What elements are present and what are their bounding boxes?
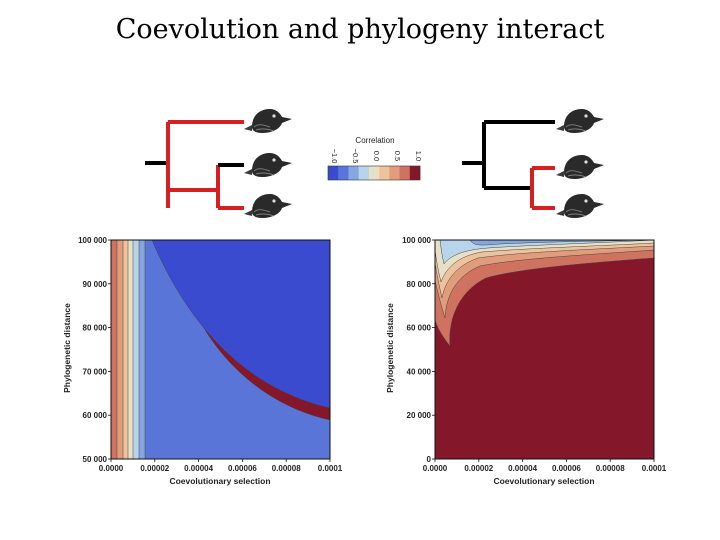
contour-band: [469, 240, 654, 246]
y-tick-label: 80 000: [83, 324, 108, 333]
contour-band: [439, 240, 654, 265]
colorbar-ticks: −1.0 −0.5 0.0 0.5 1.0: [330, 149, 423, 164]
x-tick-label: 0.00004: [184, 464, 213, 473]
colorbar-swatch: [368, 166, 380, 180]
colorbar-swatches: [327, 165, 421, 181]
colorbar-tick-label: 0.0: [372, 151, 381, 161]
y-tick-label: 60 000: [83, 411, 108, 420]
contour-band: [435, 240, 654, 347]
colorbar-tick-label: 0.5: [393, 151, 402, 161]
x-tick-label: 0.00002: [140, 464, 169, 473]
bird-icon: [243, 193, 293, 219]
x-tick-label: 0.0001: [318, 464, 343, 473]
colorbar-swatch: [389, 166, 400, 180]
heatmap-left-ylabel: Phylogenetic distance: [62, 303, 72, 393]
colorbar-swatch: [379, 166, 390, 180]
colorbar: Correlation −1.0 −0.5 0.0 0.5 1.0: [327, 136, 423, 181]
y-tick-label: 40 000: [407, 367, 432, 376]
colorbar-title: Correlation: [355, 136, 394, 145]
slide-title: Coevolution and phylogeny interact: [115, 14, 605, 45]
contour-band: [435, 240, 654, 299]
heatmap-right-xlabel: Coevolutionary selection: [493, 476, 594, 486]
y-tick-label: 90 000: [83, 280, 108, 289]
x-tick-label: 0.00006: [552, 464, 581, 473]
x-tick-label: 0.00006: [228, 464, 257, 473]
x-tick-label: 0.00004: [508, 464, 537, 473]
contour-band: [435, 240, 654, 319]
bird-icon: [243, 108, 293, 134]
y-tick-label: 20 000: [407, 411, 432, 420]
heatmap-left-xlabel: Coevolutionary selection: [169, 476, 270, 486]
y-tick-label: 70 000: [83, 367, 108, 376]
colorbar-swatch: [348, 166, 359, 180]
y-tick-label: 60 000: [407, 324, 432, 333]
plot-frame: [434, 239, 655, 460]
colorbar-swatch: [409, 166, 421, 180]
tree-right: [462, 108, 605, 219]
x-tick-label: 0.0000: [99, 464, 124, 473]
heatmap-right-ylabel: Phylogenetic distance: [385, 303, 395, 393]
x-tick-label: 0.0000: [423, 464, 448, 473]
x-tick-label: 0.00008: [272, 464, 301, 473]
x-tick-label: 0.0001: [642, 464, 667, 473]
y-tick-label: 80 000: [407, 280, 432, 289]
bird-icon: [555, 193, 605, 219]
bird-icon: [555, 154, 605, 180]
colorbar-swatch: [358, 166, 370, 180]
colorbar-swatch: [328, 166, 339, 180]
heatmap-left: 0.0000 0.00002 0.00004 0.00006 0.00008 0.0001…: [62, 236, 343, 486]
colorbar-frame: [327, 165, 421, 181]
colorbar-swatch: [399, 166, 411, 180]
heatmap-right: 0.0000 0.00002 0.00004 0.00006 0.00008 0.0001…: [385, 236, 667, 486]
colorbar-tick-label: −0.5: [351, 149, 360, 164]
bird-icon: [243, 152, 293, 178]
plot-frame: [110, 239, 331, 460]
heatmap-right-ticks: 0.0000 0.00002 0.00004 0.00006 0.00008 0.0001…: [402, 236, 667, 473]
x-tick-label: 0.00008: [596, 464, 625, 473]
x-tick-label: 0.00002: [464, 464, 493, 473]
y-tick-label: 100 000: [402, 236, 431, 245]
tree-left: [145, 108, 293, 219]
colorbar-tick-label: −1.0: [330, 149, 339, 164]
y-tick-label: 50 000: [83, 455, 108, 464]
heatmap-left-ticks: 0.0000 0.00002 0.00004 0.00006 0.00008 0.0001…: [78, 236, 343, 473]
contour-band: [151, 240, 330, 409]
y-tick-label: 0: [427, 455, 432, 464]
bird-icon: [555, 108, 605, 134]
y-tick-label: 100 000: [78, 236, 107, 245]
colorbar-swatch: [338, 166, 349, 180]
contour-band: [435, 240, 654, 283]
colorbar-tick-label: 1.0: [414, 151, 423, 161]
